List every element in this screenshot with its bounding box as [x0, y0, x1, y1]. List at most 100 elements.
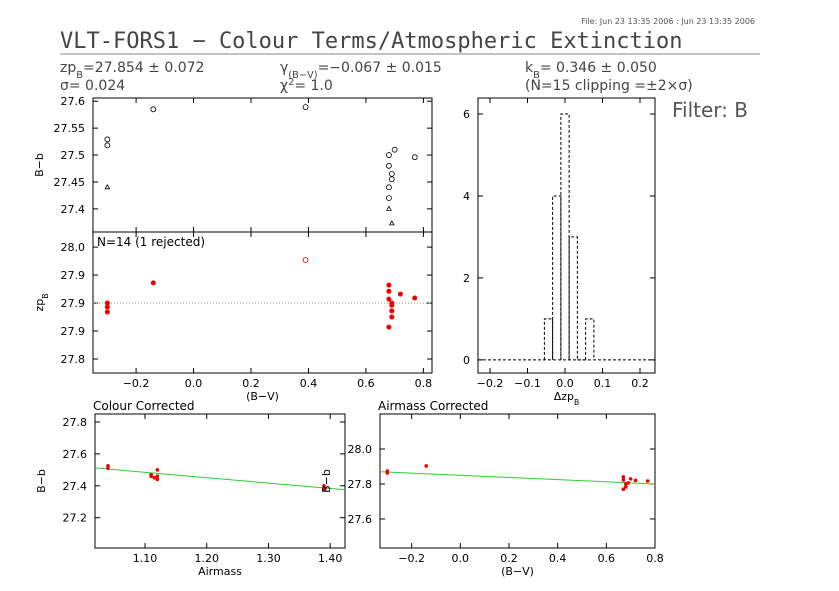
point — [322, 483, 326, 488]
x-tick-label: 0.8 — [646, 552, 664, 565]
point — [621, 478, 626, 482]
x-tick-label: −0.1 — [514, 377, 541, 390]
hist-bin — [568, 236, 578, 360]
point — [397, 291, 403, 297]
stat: zpB=27.854 ± 0.072 — [60, 60, 204, 81]
x-tick-label: 0.6 — [357, 377, 375, 390]
point — [389, 308, 395, 314]
y-tick-label: 27.4 — [63, 480, 88, 493]
stat: σ= 0.024 — [60, 78, 125, 94]
y-tick-label: 27.6 — [348, 513, 373, 526]
point — [150, 280, 156, 286]
stat-main: k — [525, 60, 534, 76]
plot-frame — [94, 413, 346, 549]
stat-sub: (B−V) — [288, 70, 317, 81]
point — [150, 106, 157, 113]
y-axis-label-sub: B — [41, 293, 50, 298]
x-axis-label: (B−V) — [246, 390, 279, 403]
point — [104, 184, 111, 190]
x-tick-label: 0.8 — [415, 377, 433, 390]
point — [411, 154, 418, 161]
hist-bin — [552, 195, 562, 360]
stat-main: σ= 0.024 — [60, 78, 125, 94]
y-tick-label: 2 — [463, 272, 470, 285]
stat: kB= 0.346 ± 0.050 — [525, 60, 657, 81]
fit-line — [379, 471, 656, 485]
stat: γ(B−V)=−0.067 ± 0.015 — [280, 60, 442, 81]
x-tick-label: 0.1 — [594, 377, 612, 390]
stat: χ2= 1.0 — [280, 77, 333, 95]
y-tick-label: 28.0 — [61, 241, 86, 254]
stat-rest: =27.854 ± 0.072 — [83, 60, 204, 76]
y-axis-label: zpB — [33, 293, 50, 311]
point — [386, 282, 392, 288]
point — [302, 257, 309, 263]
y-tick-label: 27.8 — [348, 478, 373, 491]
y-tick-label: 27.9 — [61, 325, 86, 338]
point — [386, 195, 392, 201]
y-axis-label-main: B−b — [35, 469, 48, 493]
x-axis-label-sub: B — [574, 398, 579, 407]
x-tick-label: 0.0 — [556, 377, 574, 390]
y-tick-label: 6 — [463, 108, 470, 121]
point — [155, 468, 160, 472]
hist-bin — [543, 318, 554, 360]
point — [104, 300, 110, 306]
point — [104, 136, 111, 143]
x-tick-label: 0.0 — [185, 377, 203, 390]
x-tick-label: 0.0 — [452, 552, 470, 565]
point — [322, 487, 326, 491]
point — [645, 479, 650, 483]
point — [621, 475, 626, 479]
stat-main: χ — [280, 78, 288, 94]
stat: (N=15 clipping =±2×σ) — [525, 78, 693, 94]
plot-frame — [477, 97, 656, 374]
x-tick-label: 0.2 — [242, 377, 260, 390]
point — [633, 478, 638, 483]
point — [106, 466, 110, 471]
point — [385, 471, 390, 475]
y-axis-label: B−b — [320, 469, 333, 493]
point — [386, 288, 392, 294]
point — [386, 205, 392, 211]
point — [391, 146, 398, 153]
y-tick-label: 27.8 — [63, 416, 88, 429]
fit-line — [94, 467, 346, 491]
stat-rest: = 0.346 ± 0.050 — [540, 60, 657, 76]
stat-sup: 2 — [288, 77, 294, 88]
filter-label: Filter: B — [672, 98, 748, 122]
y-tick-label: 27.45 — [54, 176, 86, 189]
y-tick-label: 27.5 — [61, 149, 86, 162]
stat-main: zp — [60, 60, 76, 76]
point — [104, 304, 110, 310]
x-axis-label: ΔzpB — [554, 390, 580, 407]
point — [623, 485, 628, 489]
point — [104, 309, 110, 315]
x-tick-label: 0.2 — [631, 377, 649, 390]
point — [386, 184, 392, 191]
y-tick-label: 28.0 — [348, 443, 373, 456]
y-axis-label-main: B−b — [33, 153, 46, 177]
y-tick-label: 27.6 — [61, 95, 86, 108]
point — [424, 464, 429, 468]
point — [389, 314, 395, 320]
x-axis-label-main: Δzp — [554, 390, 574, 403]
point — [386, 324, 392, 330]
point — [302, 104, 309, 111]
x-tick-label: 0.2 — [500, 552, 518, 565]
point — [626, 481, 631, 485]
point — [388, 176, 395, 183]
point — [149, 474, 153, 479]
y-tick-label: 0 — [463, 354, 470, 367]
y-tick-label: 27.8 — [61, 353, 86, 366]
point — [386, 162, 392, 169]
y-axis-label-main: zp — [33, 299, 46, 312]
y-tick-label: 27.9 — [61, 297, 86, 310]
point — [386, 296, 392, 302]
y-tick-label: 27.4 — [61, 203, 86, 216]
stat-main: (N=15 clipping =±2×σ) — [525, 78, 693, 94]
point — [389, 300, 395, 306]
y-tick-label: 4 — [463, 190, 470, 203]
plot-frame — [379, 413, 656, 549]
